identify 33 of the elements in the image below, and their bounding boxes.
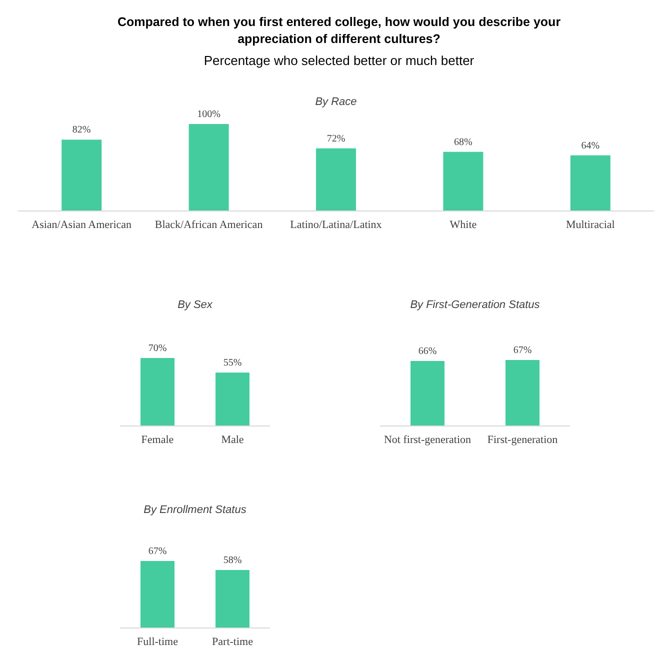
x-tick-label: Black/African American [154,219,264,231]
data-label: 58% [223,555,242,566]
bar [188,124,229,211]
x-tick-label: First-generation [487,434,558,446]
bar [316,148,356,211]
data-label: 70% [148,343,167,354]
x-tick-label: Male [221,434,244,446]
chart-title: By Sex [178,299,213,311]
x-tick-label: White [450,219,477,231]
x-tick-label: Female [141,434,174,446]
data-label: 82% [72,124,91,136]
data-label: 67% [148,546,167,557]
bar [570,155,610,211]
data-label: 72% [326,133,346,144]
data-label: 55% [223,358,242,369]
bar [62,140,102,211]
x-tick-label: Full-time [137,636,178,648]
x-tick-label: Asian/Asian American [32,219,132,231]
x-tick-label: Part-time [212,636,254,648]
data-label: 68% [454,136,472,148]
data-label: 64% [581,140,600,152]
chart-title: By First-Generation Status [410,299,540,311]
data-label: 100% [197,109,220,120]
chart-title: By Race [315,96,357,108]
text: Percentage who selected better or much better [204,53,475,68]
chart-title: By Enrollment Status [144,504,247,516]
data-label: 67% [513,345,532,356]
bar [443,152,484,211]
text: Compared to when you first entered college, how would you describe your appreciation of different cultures? [117,15,561,46]
x-tick-label: Latino/Latina/Latinx [290,219,382,231]
x-tick-label: Multiracial [566,219,615,231]
x-tick-label: Not first-generation [384,434,472,446]
data-label: 66% [418,346,437,357]
